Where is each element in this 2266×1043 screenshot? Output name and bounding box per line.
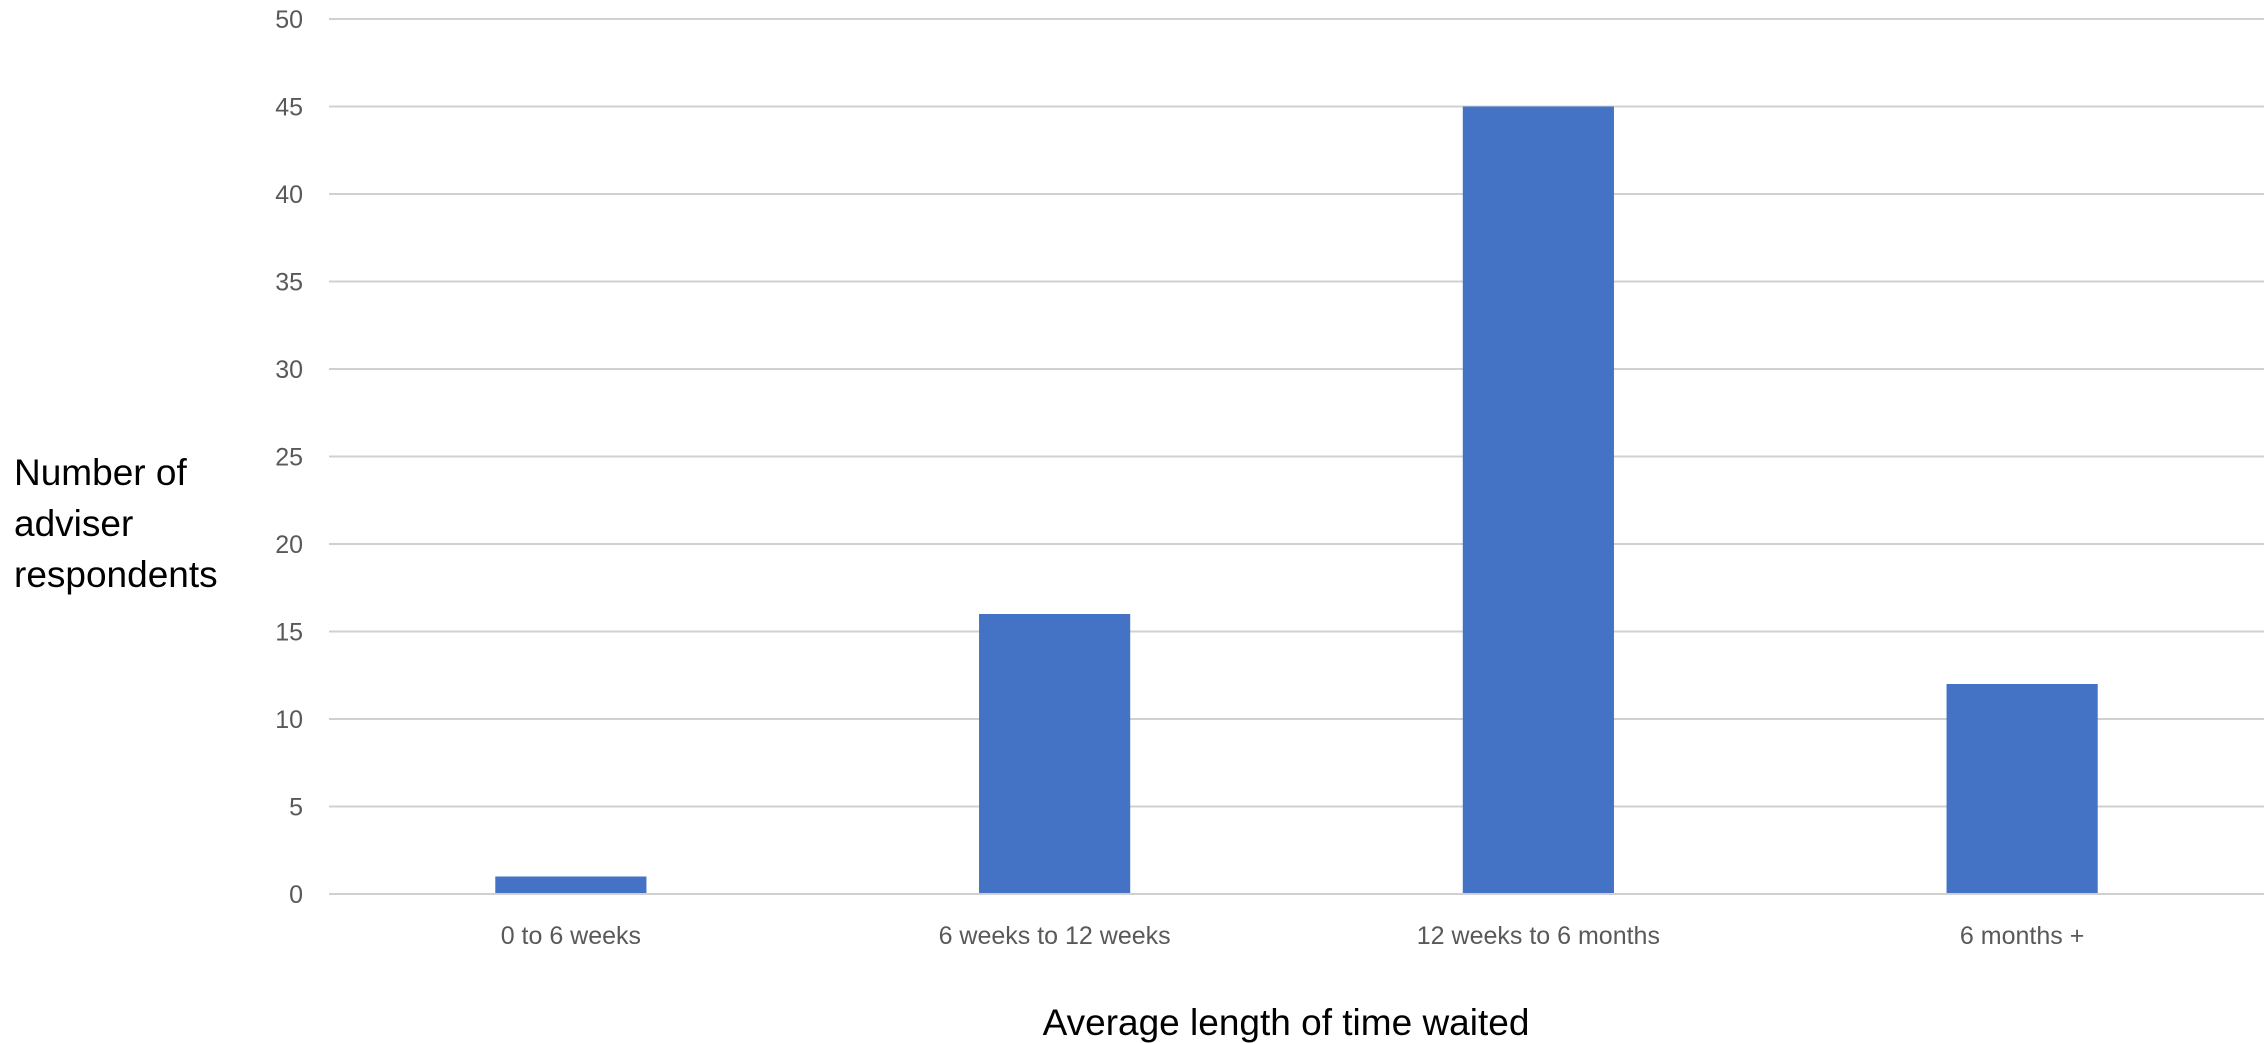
y-tick-label: 10 <box>275 706 303 734</box>
y-axis-title-line: Number of <box>14 452 187 493</box>
x-tick-label: 12 weeks to 6 months <box>1417 922 1660 950</box>
x-tick-label: 6 months + <box>1960 922 2084 950</box>
bar-1 <box>495 876 647 894</box>
bar-3 <box>1462 106 1614 894</box>
x-axis-tick-labels: 0 to 6 weeks 6 weeks to 12 weeks 12 weeks … <box>501 922 2085 950</box>
bar-4 <box>1946 684 2098 894</box>
y-tick-label: 45 <box>275 94 303 122</box>
y-tick-label: 50 <box>275 6 303 34</box>
y-axis-title-line: adviser <box>14 503 133 544</box>
y-axis-title-line: respondents <box>14 554 218 595</box>
x-tick-label: 6 weeks to 12 weeks <box>939 922 1171 950</box>
y-tick-label: 25 <box>275 444 303 472</box>
y-tick-label: 20 <box>275 531 303 559</box>
x-tick-label: 0 to 6 weeks <box>501 922 641 950</box>
y-tick-label: 5 <box>289 794 303 822</box>
x-axis-title: Average length of time waited <box>1043 1002 1530 1043</box>
bar-2 <box>979 614 1131 894</box>
y-tick-label: 0 <box>289 881 303 909</box>
y-tick-label: 30 <box>275 356 303 384</box>
y-axis-title: Number of adviser respondents <box>14 452 218 595</box>
bars <box>495 106 2098 894</box>
gridlines <box>329 18 2264 808</box>
y-axis-tick-labels: 0 5 10 15 20 25 30 35 40 45 50 <box>275 6 303 909</box>
y-tick-label: 40 <box>275 181 303 209</box>
y-tick-label: 15 <box>275 619 303 647</box>
y-tick-label: 35 <box>275 269 303 297</box>
